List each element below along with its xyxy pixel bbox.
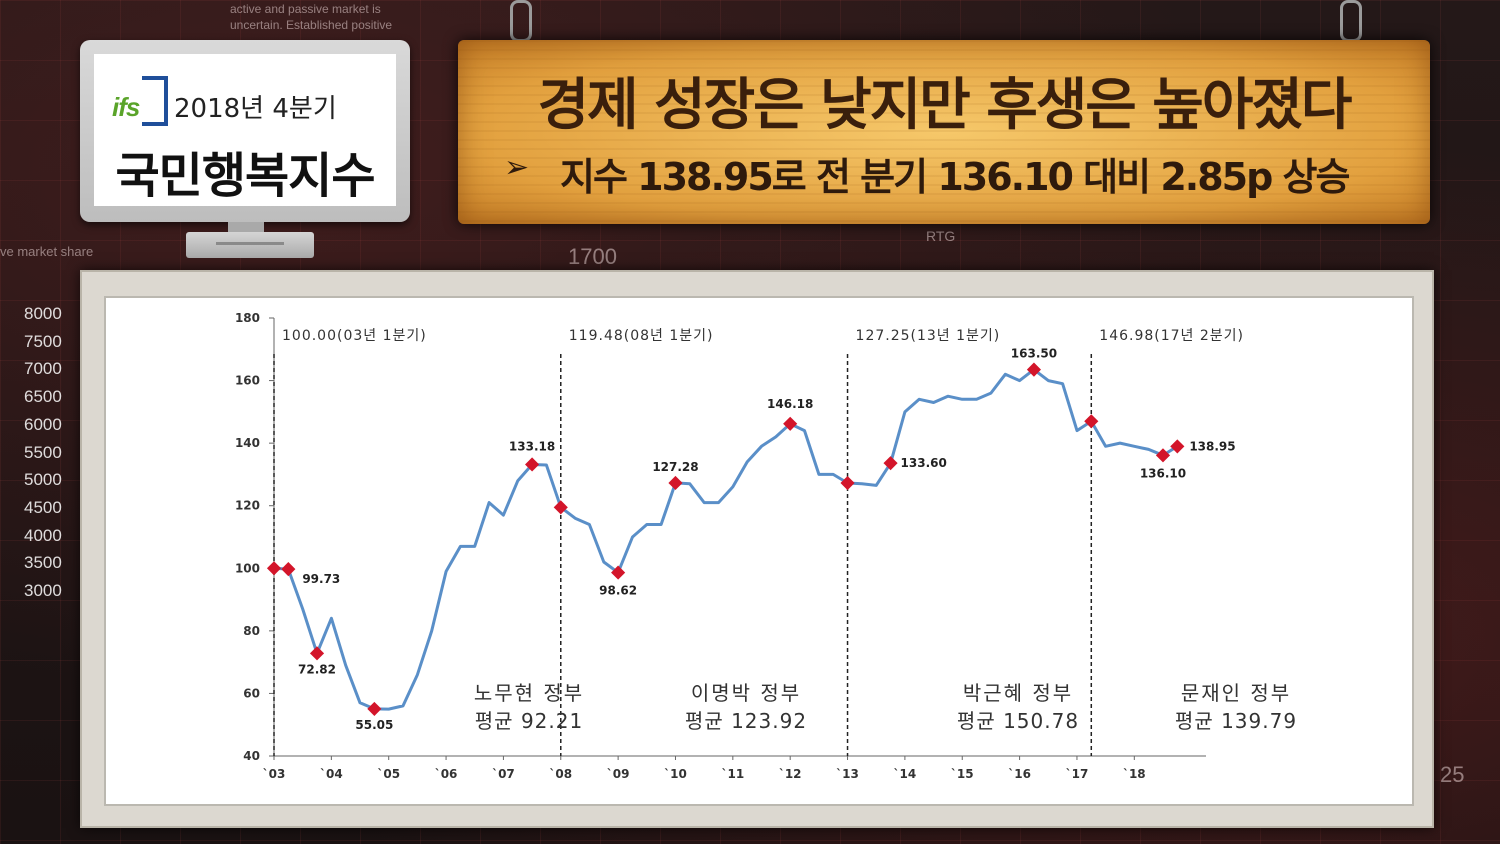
- badge-index-name: 국민행복지수: [115, 148, 376, 204]
- data-label: 133.18: [509, 439, 555, 453]
- arrow-bullet-icon: ➢: [504, 150, 530, 185]
- stand-slot: [216, 242, 284, 245]
- x-tick-label: `08: [549, 767, 572, 781]
- era-average: 평균 123.92: [685, 709, 807, 733]
- era-name: 문재인 정부: [1181, 681, 1291, 705]
- y-tick-label: 60: [243, 686, 260, 700]
- data-label: 55.05: [355, 718, 393, 732]
- headline-subtitle: 지수 138.95로 전 분기 136.10 대비 2.85p 상승: [560, 155, 1350, 199]
- index-series-line: [273, 368, 1179, 711]
- era-average: 평균 92.21: [475, 709, 583, 733]
- background-tick-label: 3500: [24, 553, 62, 573]
- era-divider-label: 100.00(03년 1분기): [282, 328, 427, 344]
- data-label: 99.73: [302, 572, 340, 586]
- highlight-marker: [783, 416, 798, 431]
- y-tick-label: 40: [243, 749, 260, 763]
- background-tick-label: 5000: [24, 470, 62, 490]
- era-divider-label: 119.48(08년 1분기): [569, 328, 714, 344]
- chain-left: [510, 0, 532, 42]
- background-label-rtg: RTG: [926, 228, 956, 244]
- era-name: 노무현 정부: [474, 681, 584, 705]
- background-label-25: 25: [1440, 762, 1465, 787]
- data-label: 133.60: [901, 456, 947, 470]
- background-tick-label: 3000: [24, 581, 62, 600]
- y-tick-label: 160: [235, 374, 260, 388]
- monitor-stand: [186, 232, 314, 258]
- era-average: 평균 139.79: [1175, 709, 1297, 733]
- highlight-marker: [668, 475, 683, 491]
- background-tick-label: 6000: [24, 414, 62, 434]
- x-tick-label: `13: [836, 767, 859, 781]
- y-tick-label: 140: [235, 436, 260, 450]
- era-name: 이명박 정부: [691, 681, 801, 705]
- chart-frame: 40 60 80 100 120 140 160 180 `03 `04 `05 `06 `07 `08 `…: [80, 270, 1434, 828]
- highlight-marker: [1026, 362, 1042, 377]
- y-tick-label: 180: [235, 311, 260, 325]
- chart-panel: 40 60 80 100 120 140 160 180 `03 `04 `05 `06 `07 `08 `…: [104, 296, 1414, 806]
- data-label: 127.28: [652, 460, 698, 474]
- era-name: 박근혜 정부: [963, 681, 1073, 705]
- badge-quarter: 2018년 4분기: [174, 94, 337, 124]
- x-tick-label: `07: [492, 767, 515, 781]
- background-tick-label: 5500: [24, 442, 62, 462]
- logo-bracket: [142, 76, 168, 126]
- x-tick-label: `17: [1066, 767, 1089, 781]
- highlight-marker: [553, 500, 568, 515]
- x-tick-label: `14: [894, 767, 917, 781]
- logo-text: ifs: [112, 92, 140, 122]
- headline-banner: 경제 성장은 낮지만 후생은 높아졌다 ➢ 지수 138.95로 전 분기 13…: [458, 40, 1430, 224]
- background-text-2: uncertain. Established positive: [230, 18, 393, 32]
- background-tick-label: 6500: [24, 387, 62, 407]
- x-tick-label: `09: [607, 767, 630, 781]
- data-label: 72.82: [298, 662, 336, 676]
- background-tick-label: 8000: [24, 304, 62, 323]
- background-tick-label: 7000: [24, 359, 62, 379]
- x-tick-label: `03: [263, 767, 286, 781]
- x-tick-label: `18: [1123, 767, 1146, 781]
- highlight-marker: [281, 562, 296, 577]
- happiness-index-chart: 40 60 80 100 120 140 160 180 `03 `04 `05 `06 `07 `08 `…: [235, 311, 1297, 781]
- highlight-marker: [840, 475, 855, 491]
- x-tick-label: `05: [377, 767, 400, 781]
- data-label: 98.62: [599, 584, 637, 598]
- highlight-marker: [883, 456, 898, 471]
- highlight-marker: [1170, 439, 1185, 454]
- monitor-screen: ifs 2018년 4분기 국민행복지수: [94, 54, 396, 206]
- background-text-1: active and passive market is: [230, 2, 381, 16]
- era-divider-label: 146.98(17년 2분기): [1099, 328, 1244, 344]
- era-divider-label: 127.25(13년 1분기): [856, 328, 1001, 344]
- highlight-marker: [266, 561, 282, 576]
- x-tick-label: `16: [1008, 767, 1031, 781]
- data-label: 138.95: [1189, 439, 1235, 453]
- monitor-neck: [228, 222, 264, 234]
- background-text-share: ve market share: [0, 244, 94, 259]
- data-label: 146.18: [767, 397, 813, 411]
- background-tick-label: 4500: [24, 497, 62, 517]
- x-tick-label: `11: [721, 767, 744, 781]
- y-tick-label: 80: [243, 624, 260, 638]
- x-tick-label: `04: [320, 767, 343, 781]
- data-label: 136.10: [1140, 466, 1186, 480]
- x-tick-label: `12: [779, 767, 802, 781]
- background-tick-label: 7500: [24, 331, 62, 351]
- index-badge-monitor: ifs 2018년 4분기 국민행복지수: [80, 40, 410, 222]
- data-label: 163.50: [1011, 347, 1057, 361]
- y-tick-label: 120: [235, 499, 260, 513]
- highlight-marker: [309, 646, 325, 661]
- highlight-marker: [1155, 448, 1171, 463]
- x-tick-label: `06: [435, 767, 458, 781]
- ifs-logo: ifs: [112, 74, 168, 128]
- headline-title: 경제 성장은 낮지만 후생은 높아졌다: [537, 73, 1353, 138]
- background-tick-label: 4000: [24, 525, 62, 545]
- x-tick-label: `15: [951, 767, 974, 781]
- chain-right: [1340, 0, 1362, 42]
- era-average: 평균 150.78: [957, 709, 1079, 733]
- highlight-marker: [367, 701, 382, 716]
- y-tick-label: 100: [235, 561, 260, 575]
- x-tick-label: `10: [664, 767, 687, 781]
- background-label-1700: 1700: [568, 244, 617, 269]
